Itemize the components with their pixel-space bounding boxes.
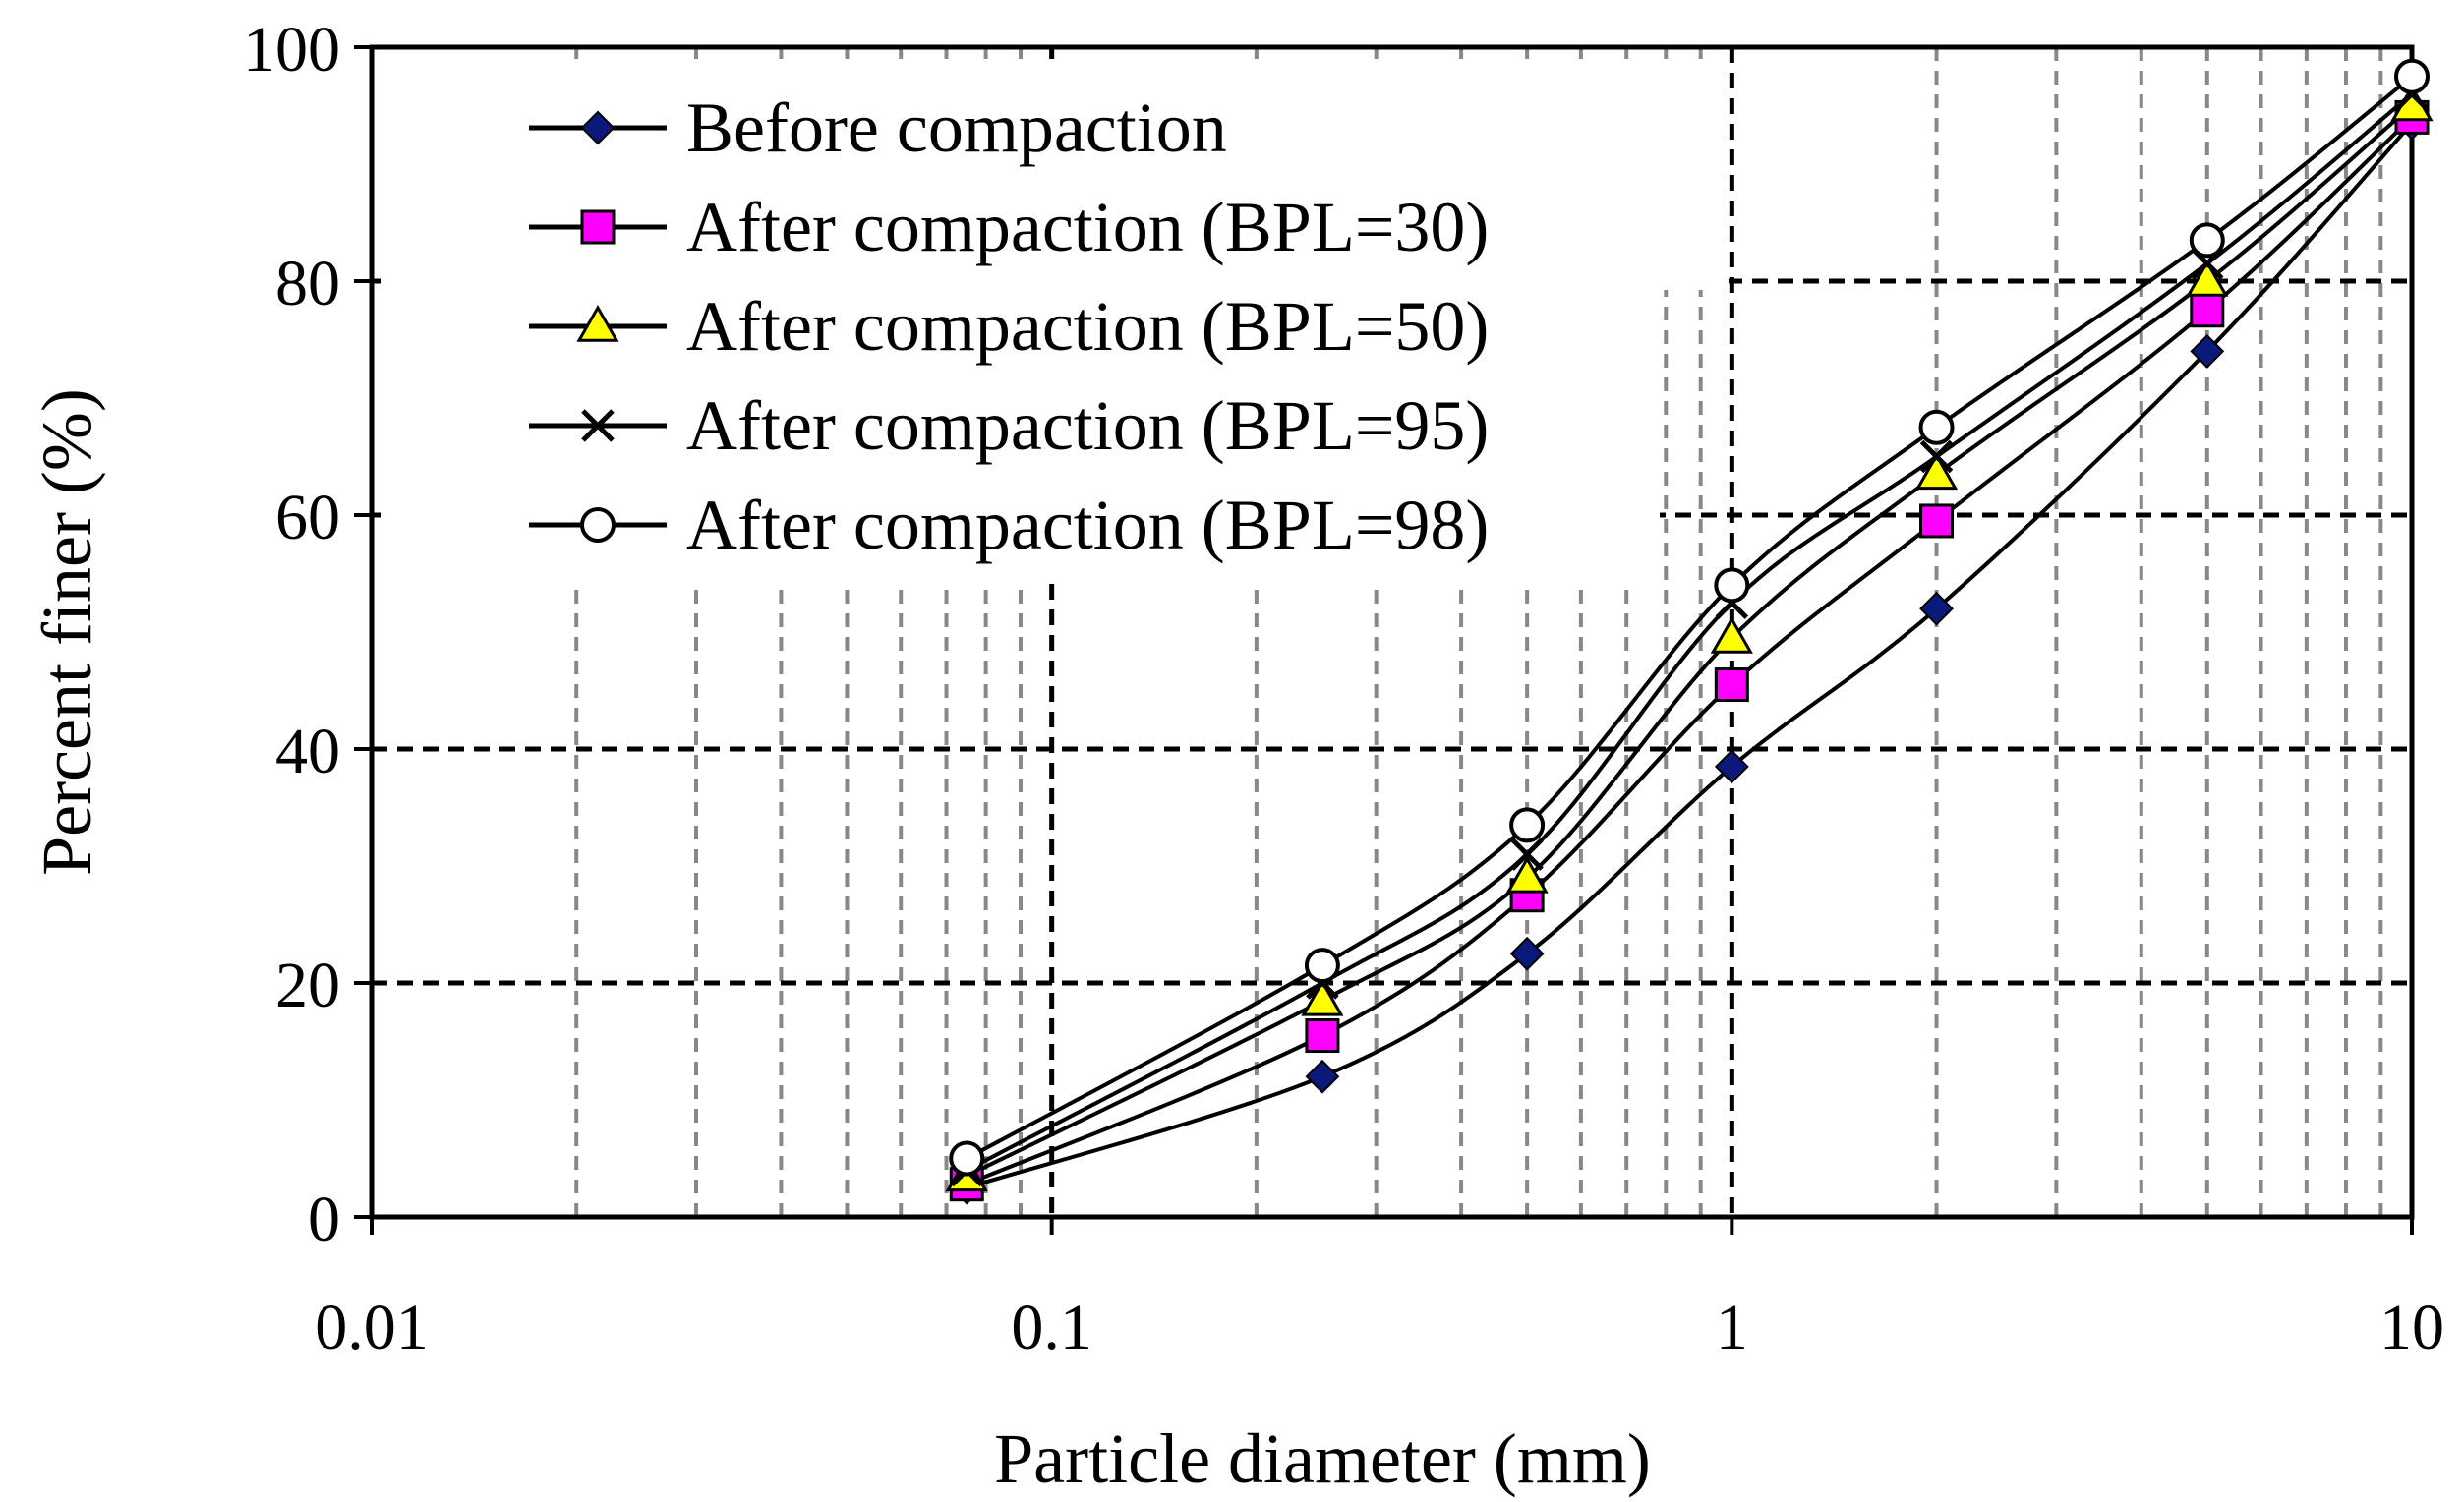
x-tick-label: 0.1 [1011,1292,1092,1363]
legend-label: After compaction (BPL=95) [686,386,1489,465]
data-point-circle [1714,567,1750,604]
data-point-diamond [1714,749,1749,784]
data-point-square [1305,1018,1340,1054]
data-point-triangle [2186,259,2229,297]
data-point-square [1919,503,1955,539]
y-tick-label: 40 [275,716,340,787]
legend-marker-circle [580,507,616,543]
legend-label: Before compaction [686,88,1227,167]
data-point-circle [949,1140,985,1177]
data-point-diamond [1919,591,1954,626]
y-axis-title: Percent finer (%) [28,388,106,876]
series-markers [945,58,2434,1205]
data-point-triangle [1505,855,1549,894]
y-tick-label: 20 [275,950,340,1021]
data-point-x [1510,838,1544,871]
legend-marker-triangle [576,304,619,342]
legend-marker-diamond [580,110,616,145]
data-point-square [1714,667,1749,703]
data-point-circle [2189,222,2225,259]
x-tick-label: 10 [2379,1292,2444,1363]
data-point-circle [1304,948,1340,984]
data-point-diamond [1509,936,1545,971]
data-point-circle [2394,58,2430,94]
data-point-x [1919,439,1954,474]
x-axis-title: Particle diameter (mm) [994,1419,1651,1498]
data-point-square [2190,293,2225,328]
legend-label: After compaction (BPL=98) [686,486,1489,564]
y-tick-label: 0 [308,1184,340,1255]
legend: Before compaction After compaction (BPL=3… [529,88,1489,564]
data-point-triangle [1710,615,1753,654]
data-point-diamond [1305,1059,1340,1094]
data-point-circle [1918,409,1955,445]
data-point-triangle [1914,452,1959,491]
plot-frame [369,44,2415,1220]
data-point-circle [1509,807,1546,843]
x-tick-label: 0.01 [315,1292,429,1363]
y-tick-label: 60 [275,482,340,553]
y-tick-label: 80 [275,248,340,319]
data-point-triangle [1301,978,1344,1016]
legend-background-extension [1660,59,1729,290]
data-point-diamond [2190,333,2225,369]
legend-label: After compaction (BPL=30) [686,188,1489,266]
axis-ticks: 0 20 40 60 80 100 0.01 0.1 1 10 [243,14,2444,1363]
legend-label: After compaction (BPL=50) [686,287,1489,366]
legend-marker-x [581,409,615,442]
legend-marker-square [580,209,616,245]
x-tick-label: 1 [1716,1292,1748,1363]
y-tick-label: 100 [243,14,340,86]
